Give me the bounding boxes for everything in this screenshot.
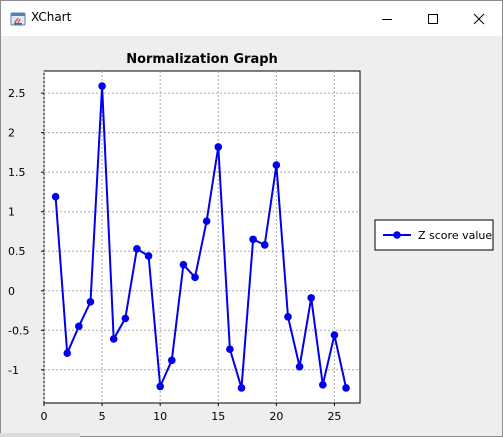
y-tick-label: 0.5: [8, 245, 26, 258]
y-tick-label: -0.5: [8, 324, 29, 337]
data-point: [109, 335, 118, 343]
x-tick-label: 10: [153, 410, 167, 423]
legend-label: Z score value: [418, 229, 492, 242]
data-point: [272, 161, 281, 169]
close-button[interactable]: [456, 1, 502, 36]
y-tick-label: 2: [8, 127, 15, 140]
x-tick-label: 25: [327, 410, 341, 423]
data-point: [260, 241, 269, 249]
x-tick-label: 5: [99, 410, 106, 423]
data-point: [342, 384, 350, 392]
minimize-icon: [382, 18, 392, 20]
data-point: [98, 82, 106, 90]
data-point: [75, 322, 83, 331]
java-icon: [10, 12, 26, 26]
legend-marker: [393, 231, 401, 239]
y-tick-label: -1: [8, 364, 19, 377]
axis-ticks: 0 5 10 15 20 25 2.5 2 1.5 1 0.5 0 -0.5 -1: [8, 87, 341, 423]
data-point: [295, 362, 304, 371]
data-point: [249, 235, 257, 244]
x-tick-label: 0: [41, 410, 48, 423]
close-icon: [473, 13, 485, 24]
series-z-score: [51, 82, 350, 392]
data-point: [144, 252, 153, 260]
data-point: [237, 384, 246, 392]
data-point: [319, 381, 327, 389]
minimize-button[interactable]: [364, 1, 410, 36]
window-title: XChart: [31, 10, 72, 24]
chart-title: Normalization Graph: [126, 52, 278, 67]
data-point: [167, 356, 176, 365]
y-tick-label: 1.5: [8, 166, 26, 179]
data-point: [121, 314, 130, 323]
maximize-button[interactable]: [410, 1, 456, 36]
y-tick-label: 2.5: [8, 87, 26, 100]
maximize-icon: [428, 13, 438, 24]
data-point: [307, 294, 316, 302]
taskbar-fragment: [0, 433, 80, 437]
data-point: [179, 260, 188, 269]
x-tick-label: 15: [211, 410, 225, 423]
x-tick-label: 20: [269, 410, 283, 423]
data-point: [191, 273, 199, 282]
data-point: [214, 143, 223, 151]
plot-area: [43, 70, 361, 404]
data-point: [63, 349, 72, 358]
data-point: [226, 345, 234, 354]
grid-lines: [43, 71, 360, 403]
data-point: [156, 382, 164, 391]
data-point: [330, 331, 339, 339]
data-point: [51, 192, 60, 201]
chart-panel: Normalization Graph 0 5 10 15 20 25 2.5 2 1.5 1 0.…: [1, 36, 502, 436]
y-tick-label: 0: [8, 285, 15, 298]
data-point: [133, 245, 141, 253]
data-point: [284, 313, 292, 321]
line-chart: Normalization Graph 0 5 10 15 20 25 2.5 2 1.5 1 0.…: [8, 52, 494, 423]
y-tick-label: 1: [8, 206, 15, 219]
data-point: [86, 298, 95, 306]
series-line: [54, 85, 348, 389]
title-bar[interactable]: XChart: [1, 1, 502, 36]
legend: Z score value: [374, 219, 494, 251]
data-point: [202, 217, 211, 225]
